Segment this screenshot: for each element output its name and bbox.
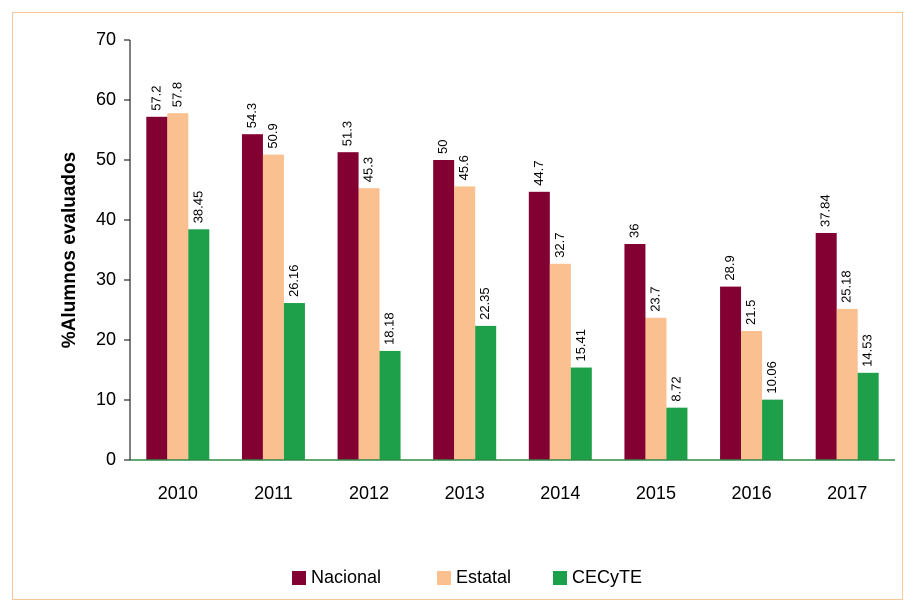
y-tick-label: 20 bbox=[96, 329, 116, 349]
bar bbox=[146, 116, 168, 461]
bar bbox=[283, 303, 305, 460]
value-label: 44.7 bbox=[531, 160, 546, 185]
x-tick-label: 2015 bbox=[636, 483, 676, 503]
bar bbox=[454, 186, 476, 460]
value-label: 57.2 bbox=[148, 85, 163, 110]
y-tick-label: 70 bbox=[96, 29, 116, 49]
bar bbox=[358, 188, 380, 460]
value-label: 15.41 bbox=[573, 329, 588, 362]
y-tick-label: 10 bbox=[96, 389, 116, 409]
bar bbox=[666, 407, 688, 460]
bar bbox=[528, 191, 550, 461]
value-label: 51.3 bbox=[340, 121, 355, 146]
bar bbox=[570, 367, 592, 460]
value-label: 36 bbox=[626, 224, 641, 238]
x-tick-label: 2011 bbox=[254, 483, 293, 503]
bar bbox=[167, 113, 189, 460]
bar bbox=[741, 331, 763, 460]
bar bbox=[720, 286, 742, 460]
x-tick-label: 2014 bbox=[540, 483, 580, 503]
value-label: 22.35 bbox=[477, 287, 492, 320]
bar bbox=[379, 350, 401, 460]
legend-label: Estatal bbox=[456, 567, 511, 587]
y-tick-label: 30 bbox=[96, 269, 116, 289]
bar bbox=[337, 152, 359, 460]
bar bbox=[262, 154, 284, 460]
y-tick-label: 0 bbox=[106, 449, 116, 469]
bar bbox=[762, 399, 784, 460]
legend-swatch bbox=[553, 571, 567, 585]
value-label: 38.45 bbox=[190, 191, 205, 224]
value-label: 10.06 bbox=[764, 361, 779, 394]
value-label: 14.53 bbox=[860, 334, 875, 367]
value-label: 37.84 bbox=[818, 194, 833, 227]
value-label: 25.18 bbox=[839, 270, 854, 303]
value-label: 50.9 bbox=[265, 123, 280, 148]
value-label: 45.6 bbox=[456, 155, 471, 180]
legend-swatch bbox=[292, 571, 306, 585]
value-label: 8.72 bbox=[668, 376, 683, 401]
value-label: 50 bbox=[435, 140, 450, 154]
value-label: 57.8 bbox=[169, 82, 184, 107]
bar bbox=[815, 232, 837, 460]
value-label: 21.5 bbox=[743, 300, 758, 325]
bar bbox=[624, 244, 646, 460]
legend-label: Nacional bbox=[311, 567, 381, 587]
bar bbox=[857, 372, 879, 460]
bar bbox=[188, 229, 210, 460]
legend-label: CECyTE bbox=[572, 567, 642, 587]
x-tick-label: 2012 bbox=[349, 483, 389, 503]
y-tick-label: 40 bbox=[96, 209, 116, 229]
bar bbox=[475, 325, 497, 460]
bar bbox=[433, 160, 455, 460]
x-tick-label: 2010 bbox=[158, 483, 198, 503]
value-label: 45.3 bbox=[361, 157, 376, 182]
bar bbox=[241, 134, 263, 460]
value-label: 26.16 bbox=[286, 264, 301, 297]
y-tick-label: 50 bbox=[96, 149, 116, 169]
value-label: 28.9 bbox=[722, 255, 737, 280]
x-tick-label: 2013 bbox=[445, 483, 485, 503]
x-tick-label: 2017 bbox=[827, 483, 867, 503]
y-tick-label: 60 bbox=[96, 89, 116, 109]
value-label: 18.18 bbox=[382, 312, 397, 345]
value-label: 54.3 bbox=[244, 103, 259, 128]
x-tick-label: 2016 bbox=[732, 483, 772, 503]
bar bbox=[549, 263, 571, 460]
value-label: 23.7 bbox=[647, 286, 662, 311]
value-label: 32.7 bbox=[552, 232, 567, 257]
bar bbox=[836, 308, 858, 460]
legend-swatch bbox=[437, 571, 451, 585]
y-axis-label: %Alumnos evaluados bbox=[59, 152, 80, 348]
bar bbox=[645, 317, 667, 460]
